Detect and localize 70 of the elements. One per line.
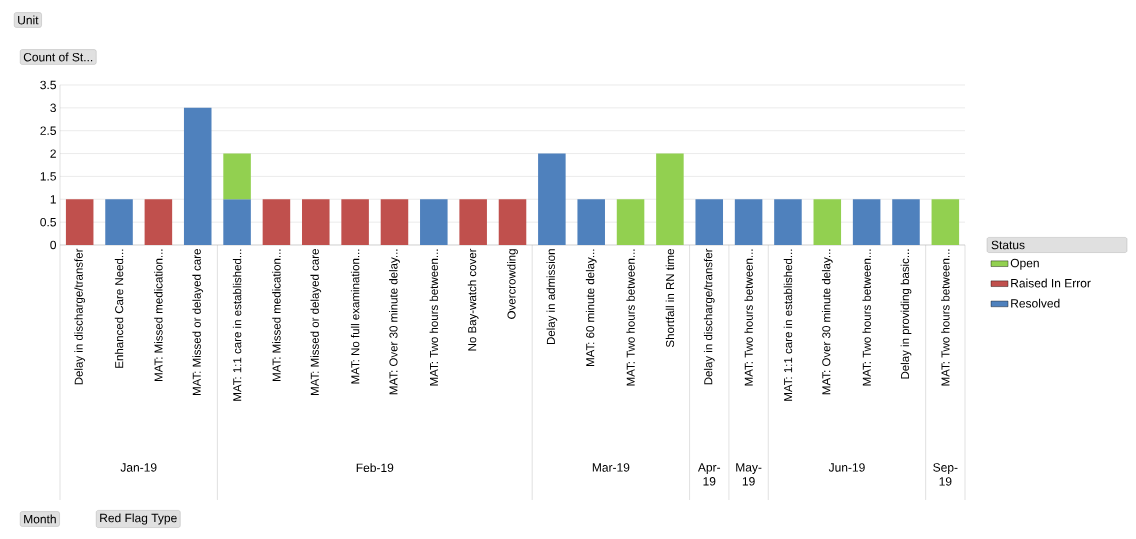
text: Feb-19: [356, 463, 394, 473]
bar: [459, 199, 487, 245]
legend-label: Open: [1010, 258, 1039, 270]
y-tick-label: 2: [50, 149, 56, 158]
text: Unit: [18, 15, 39, 25]
x-tick-label: Delay in admission: [546, 249, 558, 345]
x-tick-label: MAT: 1:1 care in established...: [783, 249, 793, 401]
x-tick-label: MAT: Two hours between...: [862, 249, 871, 386]
x-tick-label: MAT: 1:1 care in established...: [232, 249, 242, 401]
y-tick-label: 1.5: [40, 172, 56, 181]
text: Apr-19: [697, 463, 721, 486]
x-tick-label: MAT: Over 30 minute delay...: [821, 249, 833, 395]
x-tick-label: MAT: Two hours between...: [941, 249, 950, 386]
y-tick-label: 3: [50, 103, 56, 113]
text: May-19: [736, 463, 762, 486]
bar: [656, 153, 684, 245]
text: Red Flag Type: [100, 513, 177, 525]
x-tick-label: MAT: Two hours between...: [744, 249, 753, 386]
legend-title: Status: [991, 240, 1025, 250]
x-tick-label: Delay in discharge/transfer: [74, 248, 86, 385]
x-tick-label: Delay in providing basic...: [900, 249, 912, 379]
legend-label: Resolved: [1011, 298, 1060, 308]
bar: [892, 199, 920, 245]
bar: [341, 199, 369, 245]
bar: [262, 199, 291, 245]
text: Mar-19: [592, 463, 630, 472]
bar: [498, 199, 527, 245]
bar: [931, 199, 960, 245]
bar: [538, 153, 566, 245]
bar: [813, 199, 842, 245]
y-tick-label: 0: [50, 240, 57, 250]
x-tick-label: MAT: Missed or delayed care: [310, 249, 322, 395]
x-tick-label: No Bay-watch cover: [467, 248, 479, 351]
legend-label: Raised In Error: [1011, 278, 1091, 288]
bar: [420, 199, 448, 245]
bar: [577, 199, 605, 245]
bar: [223, 153, 251, 200]
x-tick-label: MAT: 60 minute delay...: [585, 249, 597, 367]
x-tick-label: MAT: Missed medication...: [154, 249, 163, 381]
bar: [302, 199, 330, 245]
bar: [616, 199, 645, 245]
x-tick-label: MAT: Missed or delayed care: [192, 249, 204, 395]
bar: [695, 199, 724, 245]
text: Jun-19: [828, 463, 865, 472]
bar: [852, 199, 881, 245]
y-axis-title: Count of St...: [23, 52, 93, 62]
bar: [774, 199, 802, 245]
x-tick-label: Overcrowding: [507, 249, 518, 319]
x-tick-label: Shortfall in RN time: [665, 249, 675, 348]
bar: [734, 199, 763, 245]
bar: [223, 199, 251, 245]
bar: [65, 199, 94, 245]
y-tick-label: 3.5: [40, 80, 56, 90]
x-tick-label: MAT: Over 30 minute delay...: [389, 249, 400, 395]
x-tick-label: MAT: Two hours between...: [626, 249, 635, 386]
text: Sep-19: [933, 463, 958, 486]
x-tick-label: Delay in discharge/transfer: [703, 248, 715, 385]
y-tick-label: 0.5: [40, 217, 56, 227]
y-tick-label: 2.5: [40, 126, 56, 135]
x-tick-label: MAT: Two hours between...: [429, 249, 439, 386]
y-tick-label: 1: [50, 195, 56, 204]
bar: [105, 199, 133, 245]
text: Jan-19: [120, 463, 157, 472]
x-tick-label: Enhanced Care Need...: [114, 249, 124, 368]
bar: [183, 107, 212, 245]
x-tick-label: MAT: Missed medication...: [272, 249, 281, 381]
text: Month: [24, 514, 56, 524]
bar: [144, 199, 173, 245]
bar: [380, 199, 409, 245]
x-tick-label: MAT: No full examination...: [350, 249, 360, 384]
